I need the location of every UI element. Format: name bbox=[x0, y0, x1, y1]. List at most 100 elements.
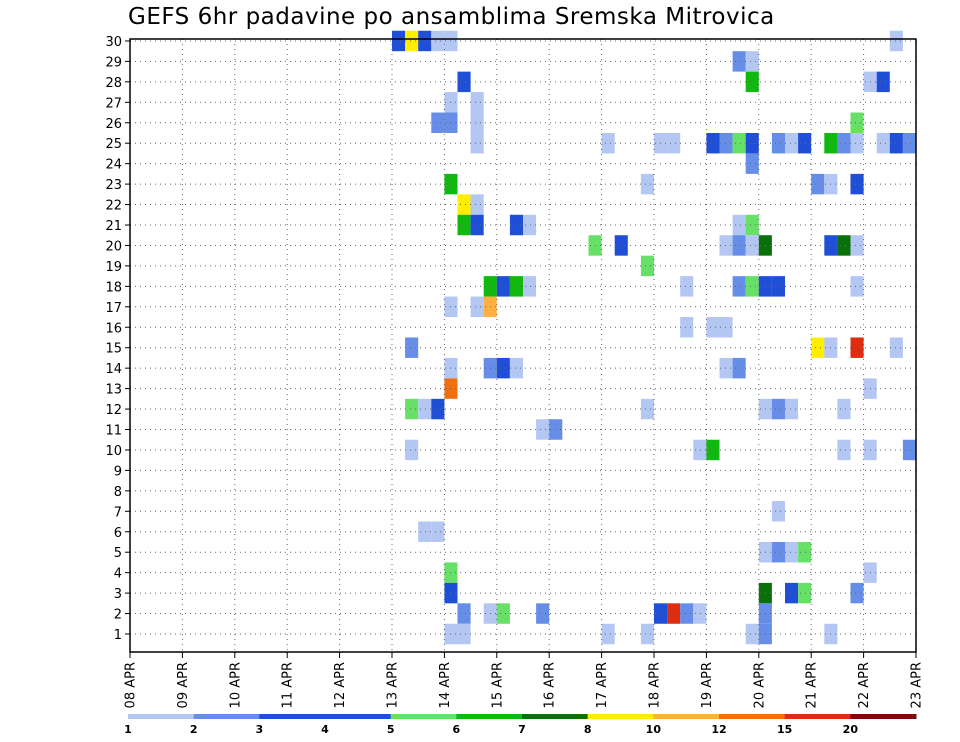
heatmap-cell bbox=[889, 337, 903, 358]
chart-title: GEFS 6hr padavine po ansamblima Sremska … bbox=[128, 4, 775, 30]
heatmap-cell bbox=[850, 337, 864, 358]
heatmap-cell bbox=[745, 214, 759, 236]
heatmap-cell bbox=[470, 194, 484, 215]
y-tick-label: 24 bbox=[105, 158, 122, 173]
y-tick-label: 18 bbox=[105, 280, 122, 295]
heatmap-cell bbox=[601, 132, 615, 154]
y-tick-label: 25 bbox=[105, 137, 122, 152]
heatmap-cell bbox=[523, 214, 537, 236]
heatmap-cell bbox=[680, 603, 694, 624]
heatmap-cell bbox=[496, 276, 510, 297]
colorbar-segment bbox=[587, 714, 654, 719]
y-tick-label: 6 bbox=[114, 526, 122, 541]
heatmap-cell bbox=[889, 132, 903, 154]
heatmap-cell bbox=[719, 357, 733, 379]
x-tick-label: 11 APR bbox=[281, 662, 296, 708]
heatmap-cell bbox=[693, 603, 707, 624]
heatmap-cell bbox=[850, 132, 864, 154]
colorbar-label: 20 bbox=[843, 723, 859, 736]
colorbar-segment bbox=[653, 714, 720, 719]
colorbar-segment bbox=[390, 714, 457, 719]
heatmap-cell bbox=[889, 30, 903, 52]
colorbar-segment bbox=[456, 714, 523, 719]
y-tick-label: 30 bbox=[105, 35, 122, 50]
heatmap-cell bbox=[470, 132, 484, 154]
heatmap-cell bbox=[798, 582, 812, 604]
heatmap-cell bbox=[457, 214, 471, 236]
heatmap-cell bbox=[405, 439, 419, 461]
x-tick-label: 10 APR bbox=[228, 662, 243, 708]
heatmap-cell bbox=[405, 398, 419, 420]
x-tick-label: 17 APR bbox=[595, 662, 610, 708]
colorbar-segment bbox=[784, 714, 851, 719]
colorbar-label: 6 bbox=[453, 723, 461, 736]
heatmap-cells bbox=[392, 30, 916, 645]
colorbar-label: 12 bbox=[711, 723, 726, 736]
heatmap-cell bbox=[745, 623, 759, 645]
heatmap-cell bbox=[811, 173, 825, 195]
heatmap-cell bbox=[732, 51, 746, 72]
heatmap-cell bbox=[771, 132, 785, 154]
heatmap-cell bbox=[523, 276, 537, 297]
y-tick-label: 28 bbox=[105, 76, 122, 91]
heatmap-cell bbox=[850, 173, 864, 195]
heatmap-cell bbox=[732, 132, 746, 154]
heatmap-cell bbox=[470, 92, 484, 113]
heatmap-cell bbox=[745, 51, 759, 72]
heatmap-cell bbox=[457, 603, 471, 624]
heatmap-cell bbox=[771, 276, 785, 297]
heatmap-cell bbox=[902, 439, 916, 461]
y-tick-label: 26 bbox=[105, 117, 122, 132]
colorbar-segment bbox=[259, 714, 326, 719]
heatmap-cell bbox=[732, 357, 746, 379]
heatmap-cell bbox=[470, 214, 484, 236]
heatmap-cell bbox=[431, 521, 445, 542]
heatmap-cell bbox=[745, 153, 759, 174]
y-tick-label: 9 bbox=[114, 464, 122, 479]
heatmap-cell bbox=[850, 276, 864, 297]
colorbar-segment bbox=[193, 714, 260, 719]
heatmap-cell bbox=[509, 276, 523, 297]
heatmap-cell bbox=[732, 235, 746, 256]
y-tick-label: 20 bbox=[105, 239, 122, 254]
y-tick-label: 3 bbox=[114, 587, 122, 602]
heatmap-cell bbox=[876, 132, 890, 154]
grid-lines bbox=[130, 39, 916, 652]
heatmap-cell bbox=[418, 398, 432, 420]
colorbar-segment bbox=[128, 714, 195, 719]
heatmap-cell bbox=[745, 71, 759, 93]
colorbar-segment bbox=[325, 714, 392, 719]
colorbar-segment bbox=[850, 714, 917, 719]
colorbar-segment bbox=[522, 714, 589, 719]
x-axis: 08 APR 09 APR 10 APR 11 APR 12 APR 13 APR 14 A… bbox=[124, 652, 925, 708]
colorbar-label: 1 bbox=[124, 723, 132, 736]
heatmap-cell bbox=[876, 71, 890, 93]
y-tick-label: 16 bbox=[105, 321, 122, 336]
x-tick-label: 15 APR bbox=[490, 662, 505, 708]
heatmap-cell bbox=[405, 337, 419, 358]
heatmap-cell bbox=[693, 439, 707, 461]
y-tick-label: 5 bbox=[114, 546, 122, 561]
heatmap-cell bbox=[431, 398, 445, 420]
heatmap-cell bbox=[745, 235, 759, 256]
y-tick-label: 22 bbox=[105, 199, 122, 214]
y-tick-label: 8 bbox=[114, 485, 122, 500]
heatmap-cell bbox=[601, 623, 615, 645]
heatmap-cell bbox=[732, 214, 746, 236]
heatmap-cell bbox=[785, 398, 799, 420]
heatmap-cell bbox=[614, 235, 628, 256]
heatmap-cell bbox=[418, 521, 432, 542]
x-tick-label: 16 APR bbox=[543, 662, 558, 708]
y-tick-label: 13 bbox=[105, 383, 122, 398]
heatmap-cell bbox=[706, 439, 720, 461]
x-tick-label: 13 APR bbox=[386, 662, 401, 708]
heatmap-cell bbox=[431, 30, 445, 52]
heatmap-cell bbox=[431, 112, 445, 133]
heatmap-cell bbox=[509, 214, 523, 236]
heatmap-cell bbox=[902, 132, 916, 154]
heatmap-cell bbox=[785, 582, 799, 604]
heatmap-cell bbox=[850, 112, 864, 133]
colorbar-segment bbox=[719, 714, 786, 719]
heatmap-cell bbox=[457, 71, 471, 93]
heatmap-cell bbox=[850, 235, 864, 256]
